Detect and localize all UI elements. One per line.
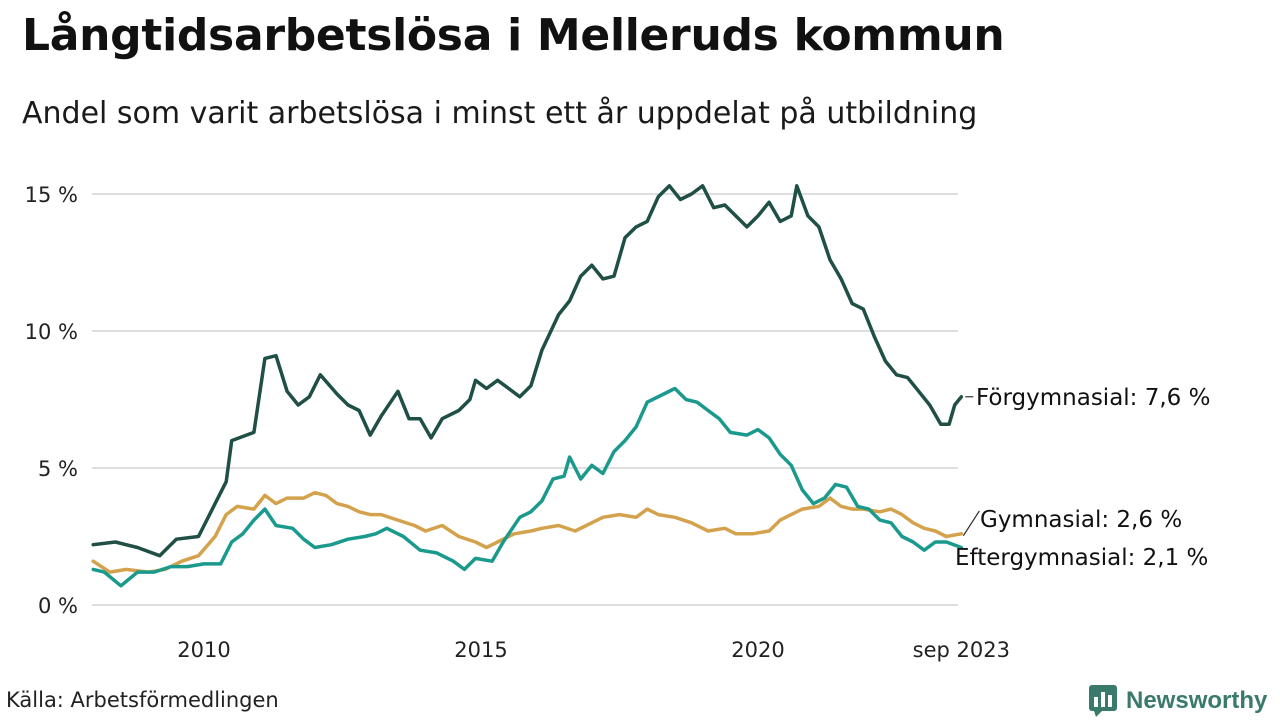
series-line-eftergymnasial <box>91 386 964 588</box>
brand-name: Newsworthy <box>1126 687 1268 714</box>
series-label-gymnasial: Gymnasial: 2,6 % <box>980 507 1182 533</box>
chart-subtitle: Andel som varit arbetslösa i minst ett å… <box>22 96 978 131</box>
y-tick-label: 10 % <box>25 320 78 344</box>
chart-title: Långtidsarbetslösa i Melleruds kommun <box>22 10 1005 61</box>
series-label-förgymnasial: Förgymnasial: 7,6 % <box>976 385 1210 411</box>
x-axis-ticks: 2010 2015 2020 sep 2023 <box>177 638 1010 662</box>
y-tick-label: 15 % <box>25 183 78 207</box>
x-tick-label: sep 2023 <box>913 638 1010 662</box>
y-tick-label: 5 % <box>38 457 78 481</box>
series-line-förgymnasial <box>91 184 964 558</box>
series-lines <box>91 184 980 588</box>
newsworthy-logo-icon <box>1089 685 1117 717</box>
end-labels: Förgymnasial: 7,6 % Gymnasial: 2,6 % Efter… <box>955 385 1210 571</box>
series-label-eftergymnasial: Eftergymnasial: 2,1 % <box>955 545 1208 571</box>
x-tick-label: 2015 <box>454 638 507 662</box>
y-axis-ticks: 0 % 5 % 10 % 15 % <box>25 183 78 618</box>
leader-line <box>962 510 980 537</box>
x-tick-label: 2020 <box>731 638 784 662</box>
x-tick-label: 2010 <box>177 638 230 662</box>
brand-logo: Newsworthy <box>1088 684 1267 718</box>
y-tick-label: 0 % <box>38 594 78 618</box>
series-line-gymnasial <box>91 490 964 574</box>
source-note: Källa: Arbetsförmedlingen <box>6 688 279 712</box>
gridlines <box>92 193 958 606</box>
